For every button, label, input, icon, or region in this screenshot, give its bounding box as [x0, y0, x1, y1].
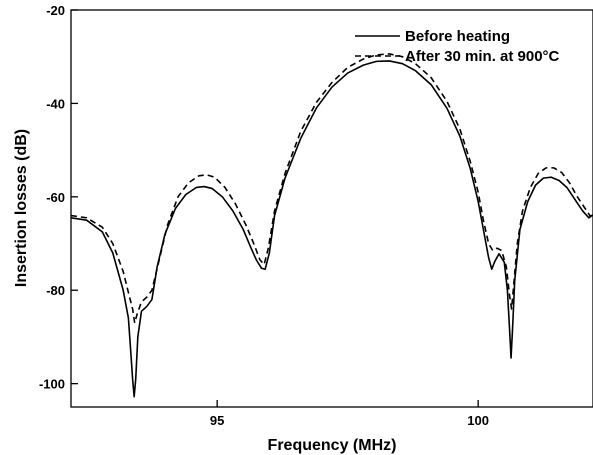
y-tick-label: -20 — [46, 3, 65, 18]
axis-ticks: 95 100 -20 -40 -60 -80 -100 — [39, 3, 489, 428]
series-layer — [71, 53, 593, 398]
y-axis-title: Insertion losses (dB) — [13, 129, 30, 287]
y-tick-label: -80 — [46, 283, 65, 298]
series-line-after-heating — [71, 53, 593, 324]
x-axis-title: Frequency (MHz) — [268, 437, 397, 454]
y-tick-label: -100 — [39, 377, 65, 392]
x-tick-label: 95 — [210, 413, 224, 428]
legend-label-after-heating: After 30 min. at 900°C — [405, 48, 560, 65]
x-tick-label: 100 — [467, 413, 489, 428]
legend-label-before-heating: Before heating — [405, 28, 510, 45]
plot-frame — [70, 9, 593, 408]
y-tick-label: -40 — [46, 96, 65, 111]
y-tick-label: -60 — [46, 190, 65, 205]
legend: Before heating After 30 min. at 900°C — [355, 28, 560, 65]
series-line-before-heating — [71, 60, 593, 398]
